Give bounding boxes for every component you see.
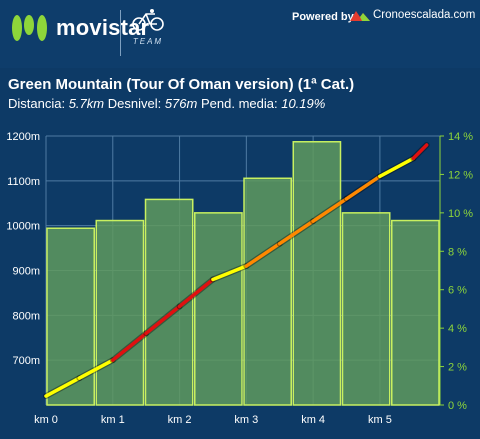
- elevation-line-segment: [177, 277, 215, 309]
- climb-label: Desnivel:: [107, 96, 162, 111]
- team-label: TEAM: [132, 37, 164, 46]
- climb-title: Green Mountain (Tour Of Oman version) (1…: [8, 76, 355, 93]
- gradient-bar: [46, 227, 95, 406]
- powered-by-label: Powered by: [292, 11, 354, 23]
- gradient-tick-label: 6 %: [448, 285, 467, 297]
- movistar-m-icon: [12, 15, 47, 41]
- elevation-tick-label: 800m: [12, 310, 40, 322]
- gradient-tick-label: 4 %: [448, 323, 467, 335]
- distance-axis: km 0 km 1 km 2 km 3 km 4 km 5: [34, 414, 392, 426]
- climb-header: Green Mountain (Tour Of Oman version) (1…: [0, 68, 480, 120]
- gradient-tick-label: 10 %: [448, 208, 473, 220]
- gradient-label: Pend. media:: [200, 96, 278, 111]
- climb-value: 576m: [164, 96, 198, 111]
- distance-tick-label: km 4: [301, 414, 325, 426]
- elevation-line-segment: [144, 304, 182, 336]
- gradient-tick-label: 0 %: [448, 400, 467, 412]
- provider-name: Cronoescalada.com: [373, 9, 476, 21]
- gradient-axis: 0 % 2 % 4 % 6 % 8 % 10 % 12 % 14 %: [440, 131, 473, 412]
- elevation-tick-label: 1200m: [6, 131, 40, 143]
- gradient-bar: [341, 212, 391, 406]
- gradient-tick-label: 8 %: [448, 246, 467, 258]
- profile-chart: 700m 800m 900m 1000m 1100m 1200m 0 % 2 % 4 % 6 %…: [6, 131, 473, 426]
- distance-value: 5.7km: [68, 96, 105, 111]
- elevation-line-segment: [44, 376, 82, 398]
- elevation-line-segment: [378, 156, 416, 179]
- distance-label: Distancia:: [8, 96, 66, 111]
- provider-logo[interactable]: Cronoescalada.com: [350, 9, 475, 21]
- gradient-bar: [194, 212, 243, 406]
- elevation-line-segment: [411, 143, 429, 161]
- elevation-tick-label: 1100m: [7, 176, 40, 188]
- elevation-tick-label: 700m: [12, 355, 40, 367]
- elevation-line: [43, 141, 430, 400]
- movistar-logo: movistar: [10, 12, 149, 44]
- brand-divider: [120, 10, 121, 56]
- distance-tick-label: km 0: [34, 414, 58, 426]
- mountain-icon: [350, 11, 370, 21]
- gradient-tick-label: 14 %: [448, 131, 473, 143]
- distance-tick-label: km 2: [168, 414, 192, 426]
- elevation-line-segment: [111, 331, 148, 362]
- gradient-bar: [391, 219, 440, 406]
- gradient-bars: [46, 141, 440, 406]
- brand-header: movistar TEAM Powered by Cronoescalada.c…: [0, 0, 480, 68]
- climb-stats: Distancia: 5.7km Desnivel: 576m Pend. me…: [8, 96, 325, 111]
- distance-tick-label: km 3: [234, 414, 258, 426]
- elevation-line-segment: [277, 219, 315, 246]
- distance-tick-label: km 1: [101, 414, 125, 426]
- elevation-tick-label: 1000m: [6, 221, 40, 233]
- elevation-line-segment: [244, 241, 282, 268]
- team-logo: TEAM: [128, 8, 168, 46]
- elevation-tick-label: 900m: [12, 266, 40, 278]
- bicycle-icon: [132, 9, 164, 31]
- elevation-axis: 700m 800m 900m 1000m 1100m 1200m: [6, 131, 40, 367]
- elevation-line-segment: [311, 197, 349, 223]
- gradient-bar: [95, 219, 145, 406]
- gradient-bar: [243, 177, 292, 406]
- gradient-value: 10.19%: [281, 96, 326, 111]
- elevation-line-segment: [344, 174, 382, 201]
- elevation-line-segment: [77, 358, 115, 380]
- distance-tick-label: km 5: [368, 414, 392, 426]
- elevation-line-segment: [211, 264, 249, 282]
- gradient-bar: [292, 141, 342, 406]
- gradient-tick-label: 2 %: [448, 362, 467, 374]
- gradient-tick-label: 12 %: [448, 169, 473, 181]
